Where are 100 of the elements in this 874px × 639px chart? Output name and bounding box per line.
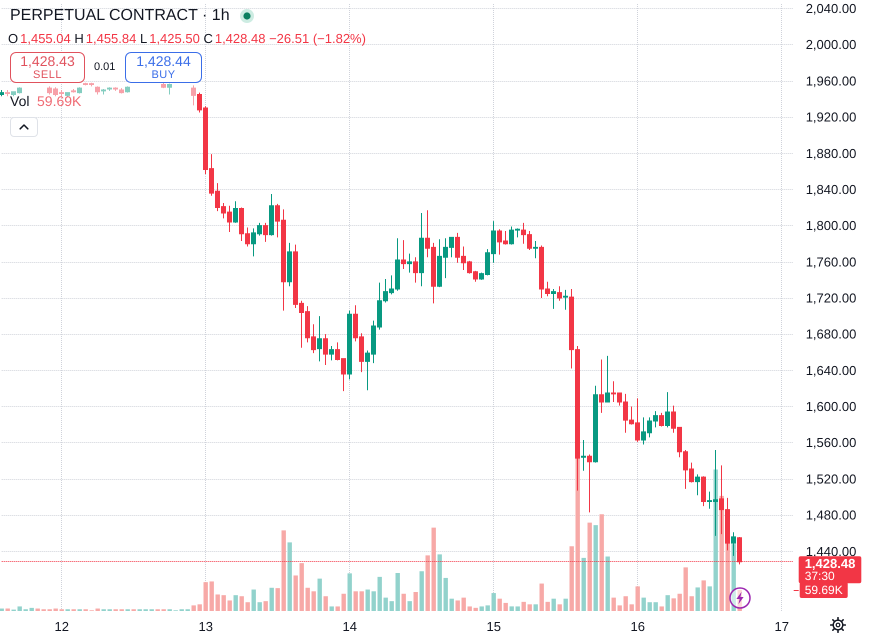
candlestick bbox=[665, 392, 670, 428]
candlestick bbox=[5, 89, 10, 97]
x-tick-label: 17 bbox=[774, 619, 789, 634]
x-tick-label: 13 bbox=[198, 619, 213, 634]
x-tick-label: 16 bbox=[630, 619, 645, 634]
candlestick bbox=[695, 474, 700, 496]
candlestick bbox=[77, 86, 82, 94]
candlestick bbox=[533, 240, 538, 259]
bar bbox=[420, 571, 424, 611]
candlestick bbox=[347, 310, 352, 380]
candlestick bbox=[269, 193, 274, 236]
candlestick bbox=[563, 289, 568, 310]
annotation: 0.01 bbox=[94, 61, 116, 73]
bar bbox=[264, 601, 268, 611]
candlestick bbox=[287, 242, 292, 287]
candlestick bbox=[119, 88, 124, 94]
y2-tick-label: 59.69K bbox=[804, 582, 843, 597]
bar bbox=[666, 595, 670, 611]
annotation: 59.69K bbox=[37, 93, 82, 109]
annotation: 1,428.43 bbox=[19, 53, 76, 69]
bar bbox=[330, 606, 334, 611]
bar bbox=[558, 604, 562, 611]
bar bbox=[564, 598, 568, 611]
candlestick bbox=[551, 288, 556, 310]
bar bbox=[408, 601, 412, 611]
y-tick-label: 1,680.00 bbox=[806, 326, 856, 342]
bar bbox=[234, 595, 238, 611]
candlestick bbox=[605, 355, 610, 403]
y-tick-label: 1,640.00 bbox=[806, 362, 856, 378]
candlestick bbox=[599, 359, 604, 414]
bar bbox=[606, 556, 610, 611]
bar bbox=[594, 525, 598, 611]
annotation: SELL bbox=[32, 69, 63, 81]
candlestick bbox=[401, 240, 406, 270]
x-tick-label: 15 bbox=[486, 619, 501, 634]
candlestick bbox=[593, 385, 598, 464]
bar bbox=[414, 592, 418, 611]
buy-button: 1,428.44 BUY bbox=[125, 52, 202, 83]
bar bbox=[348, 573, 352, 611]
bar bbox=[402, 594, 406, 611]
bar bbox=[270, 588, 274, 611]
candlestick bbox=[191, 84, 196, 106]
candlestick bbox=[263, 222, 268, 242]
bar bbox=[702, 580, 706, 611]
candlestick bbox=[413, 256, 418, 284]
candlestick bbox=[317, 316, 322, 362]
candlestick bbox=[701, 476, 706, 507]
candlestick bbox=[65, 92, 70, 98]
x-tick-label: 14 bbox=[342, 619, 357, 634]
bar bbox=[732, 544, 736, 611]
candlestick bbox=[587, 454, 592, 513]
y-tick-label: 1,560.00 bbox=[806, 435, 856, 450]
y-tick-label: 1,440.00 bbox=[806, 544, 856, 559]
bar bbox=[696, 587, 700, 611]
bar bbox=[288, 542, 292, 611]
candlestick bbox=[581, 440, 586, 472]
candlestick bbox=[161, 82, 166, 89]
bar bbox=[318, 578, 322, 611]
y-tick-label: 1,880.00 bbox=[806, 146, 856, 161]
bar bbox=[660, 606, 664, 611]
bar bbox=[600, 514, 604, 611]
candlestick bbox=[101, 88, 106, 95]
candlestick bbox=[95, 86, 100, 95]
candlestick bbox=[407, 253, 412, 274]
ref-line-label: 1,428.48 bbox=[804, 556, 856, 572]
y-tick-label: 1,920.00 bbox=[806, 110, 856, 125]
y-tick-label: 1,720.00 bbox=[806, 290, 856, 306]
y-tick-label: 1,800.00 bbox=[806, 218, 856, 234]
candlestick bbox=[0, 89, 4, 97]
candlestick bbox=[125, 86, 130, 94]
y-tick-label: 1,480.00 bbox=[806, 508, 856, 523]
y-tick-label: 1,960.00 bbox=[806, 73, 856, 88]
bar bbox=[588, 522, 592, 611]
y-tick-label: 2,040.00 bbox=[806, 1, 856, 16]
annotation: BUY bbox=[150, 69, 177, 81]
text: 37:30 bbox=[804, 569, 836, 584]
annotation: 1,428.44 bbox=[135, 53, 192, 69]
y-tick-label: 1,520.00 bbox=[806, 471, 856, 486]
candlestick bbox=[113, 86, 118, 92]
bar bbox=[534, 604, 538, 611]
y-tick-label: 1,600.00 bbox=[806, 399, 856, 414]
candlestick bbox=[167, 83, 172, 95]
y-tick-label: 2,000.00 bbox=[806, 37, 856, 52]
chart-title: PERPETUAL CONTRACT · 1h bbox=[10, 7, 230, 25]
y-tick-label: 1,760.00 bbox=[806, 254, 856, 270]
annotation: Vol bbox=[10, 93, 30, 109]
sell-button: 1,428.43 SELL bbox=[10, 52, 85, 83]
candlestick bbox=[419, 212, 424, 287]
candlestick bbox=[329, 345, 334, 361]
candlestick bbox=[107, 86, 112, 92]
y-tick-label: 1,840.00 bbox=[806, 182, 856, 197]
bar bbox=[582, 558, 586, 611]
candlestick bbox=[233, 200, 238, 224]
candlestick bbox=[71, 88, 76, 94]
candlestick bbox=[323, 334, 328, 366]
bar bbox=[324, 596, 328, 611]
x-tick-label: 12 bbox=[54, 619, 69, 634]
candlestick bbox=[659, 412, 664, 427]
bar bbox=[552, 598, 556, 611]
candlestick bbox=[557, 286, 562, 302]
